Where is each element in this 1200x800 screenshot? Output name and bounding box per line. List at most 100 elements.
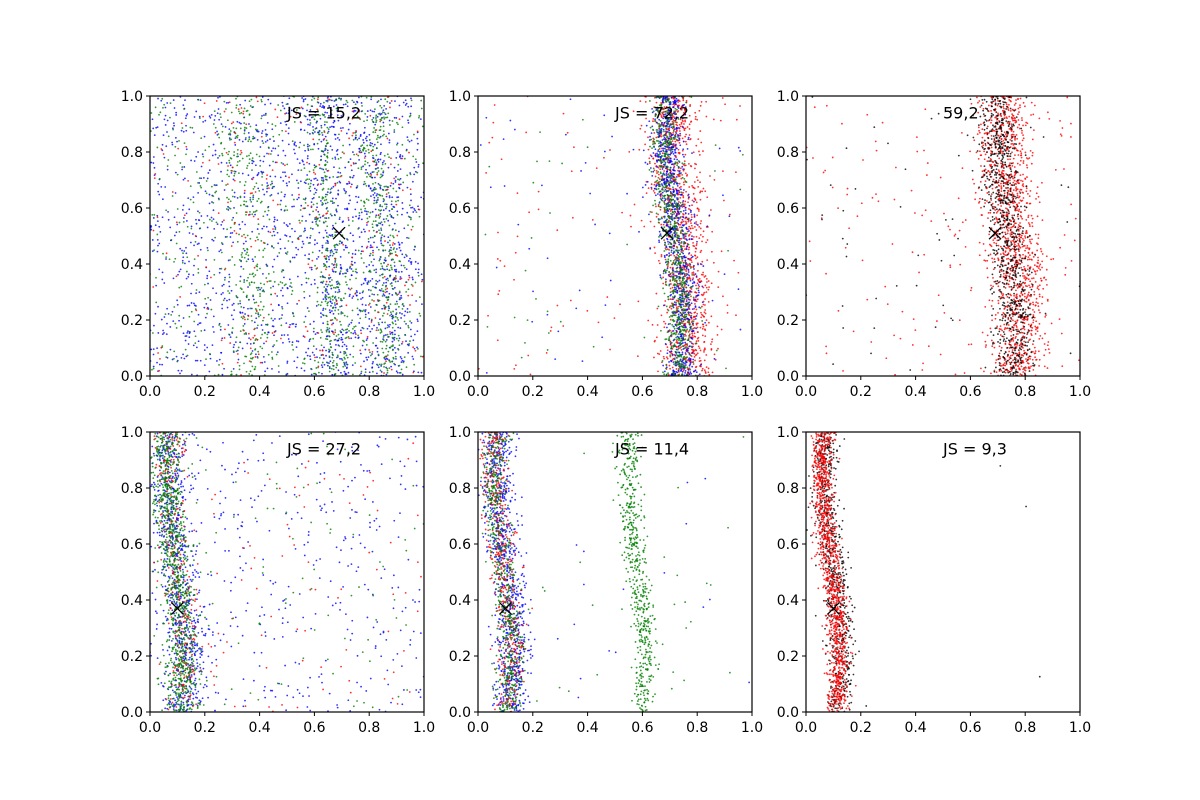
data-point — [384, 240, 386, 242]
data-point — [398, 364, 401, 367]
data-point — [401, 207, 404, 210]
data-point — [360, 283, 363, 286]
data-point — [239, 300, 241, 302]
data-point — [696, 179, 699, 182]
data-point — [208, 218, 211, 221]
data-point — [337, 291, 339, 294]
data-point — [628, 151, 631, 153]
data-point — [245, 253, 248, 256]
data-point — [272, 160, 274, 163]
data-point — [239, 311, 242, 314]
data-point — [320, 316, 322, 318]
data-point — [707, 288, 710, 291]
data-point — [218, 118, 221, 121]
data-point — [307, 204, 309, 207]
data-point — [698, 237, 701, 240]
data-point — [370, 98, 373, 101]
data-point — [373, 199, 376, 202]
data-point — [334, 184, 337, 187]
data-point — [313, 193, 316, 196]
data-point — [537, 190, 540, 193]
data-point — [378, 259, 381, 262]
data-point — [161, 363, 164, 366]
data-point — [406, 186, 409, 189]
data-point — [267, 353, 270, 356]
data-point — [379, 104, 382, 107]
data-point — [169, 348, 172, 351]
data-point — [700, 316, 703, 319]
data-point — [662, 282, 665, 285]
data-point — [200, 177, 203, 180]
data-point — [272, 230, 275, 233]
data-point — [263, 290, 266, 293]
data-point — [325, 235, 328, 238]
data-point — [334, 329, 337, 331]
data-point — [322, 105, 324, 107]
data-point — [234, 144, 237, 146]
data-point — [260, 135, 263, 138]
data-point — [397, 196, 400, 199]
data-point — [231, 166, 234, 169]
data-point — [679, 223, 682, 226]
data-point — [387, 219, 390, 222]
data-point — [693, 187, 696, 190]
data-point — [407, 326, 410, 329]
data-point — [228, 159, 231, 162]
data-point — [322, 354, 325, 356]
data-point — [318, 133, 321, 136]
data-point — [313, 118, 316, 121]
data-point — [351, 252, 354, 255]
data-point — [259, 146, 262, 148]
data-point — [262, 249, 265, 252]
data-point — [173, 350, 176, 353]
data-point — [256, 200, 259, 203]
data-point — [667, 373, 670, 376]
data-point — [355, 195, 357, 198]
data-point — [697, 138, 700, 141]
data-point — [305, 351, 307, 354]
data-point — [529, 373, 532, 376]
data-point — [305, 220, 307, 222]
data-point — [203, 221, 205, 224]
data-point — [159, 111, 162, 114]
data-point — [403, 266, 406, 269]
data-point — [306, 330, 309, 333]
data-point — [377, 329, 380, 332]
data-point — [373, 234, 376, 237]
data-point — [414, 281, 417, 284]
data-point — [392, 356, 395, 359]
data-point — [335, 208, 338, 211]
data-point — [376, 193, 379, 195]
data-point — [263, 193, 266, 196]
data-point — [388, 119, 391, 122]
data-point — [393, 206, 396, 209]
data-point — [673, 254, 676, 257]
data-point — [410, 283, 413, 286]
data-point — [263, 331, 266, 334]
data-point — [562, 325, 565, 327]
data-point — [389, 275, 391, 278]
data-point — [235, 350, 238, 353]
data-point — [688, 364, 691, 367]
data-point — [485, 371, 488, 374]
data-point — [390, 157, 392, 160]
data-point — [325, 249, 327, 252]
data-point — [259, 267, 261, 270]
data-point — [546, 257, 549, 260]
data-point — [408, 311, 411, 313]
data-point — [296, 356, 299, 359]
data-point — [636, 355, 639, 358]
data-point — [372, 264, 374, 267]
data-point — [720, 250, 723, 253]
data-point — [695, 284, 697, 287]
data-point — [397, 339, 400, 342]
data-point — [318, 138, 321, 141]
data-point — [226, 196, 228, 199]
data-point — [320, 150, 323, 152]
data-point — [367, 220, 370, 223]
data-point — [354, 333, 357, 336]
data-point — [692, 316, 695, 319]
data-point — [487, 314, 489, 317]
data-point — [685, 143, 688, 146]
data-point — [658, 262, 661, 265]
